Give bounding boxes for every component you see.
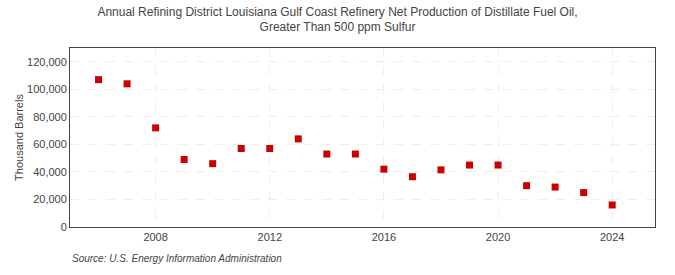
svg-text:2008: 2008 (143, 231, 167, 243)
svg-text:40,000: 40,000 (33, 166, 67, 178)
svg-text:2016: 2016 (372, 231, 396, 243)
svg-text:2012: 2012 (258, 231, 282, 243)
svg-text:2024: 2024 (600, 231, 624, 243)
svg-text:60,000: 60,000 (33, 138, 67, 150)
svg-text:2020: 2020 (486, 231, 510, 243)
svg-text:Thousand Barrels: Thousand Barrels (13, 94, 25, 181)
svg-text:100,000: 100,000 (27, 83, 67, 95)
svg-text:20,000: 20,000 (33, 193, 67, 205)
svg-text:0: 0 (61, 221, 67, 233)
svg-text:Annual Refining District Louis: Annual Refining District Louisiana Gulf … (97, 5, 577, 35)
svg-text:120,000: 120,000 (27, 56, 67, 68)
svg-text:80,000: 80,000 (33, 111, 67, 123)
svg-text:Source: U.S. Energy Informatio: Source: U.S. Energy Information Administ… (72, 253, 282, 264)
